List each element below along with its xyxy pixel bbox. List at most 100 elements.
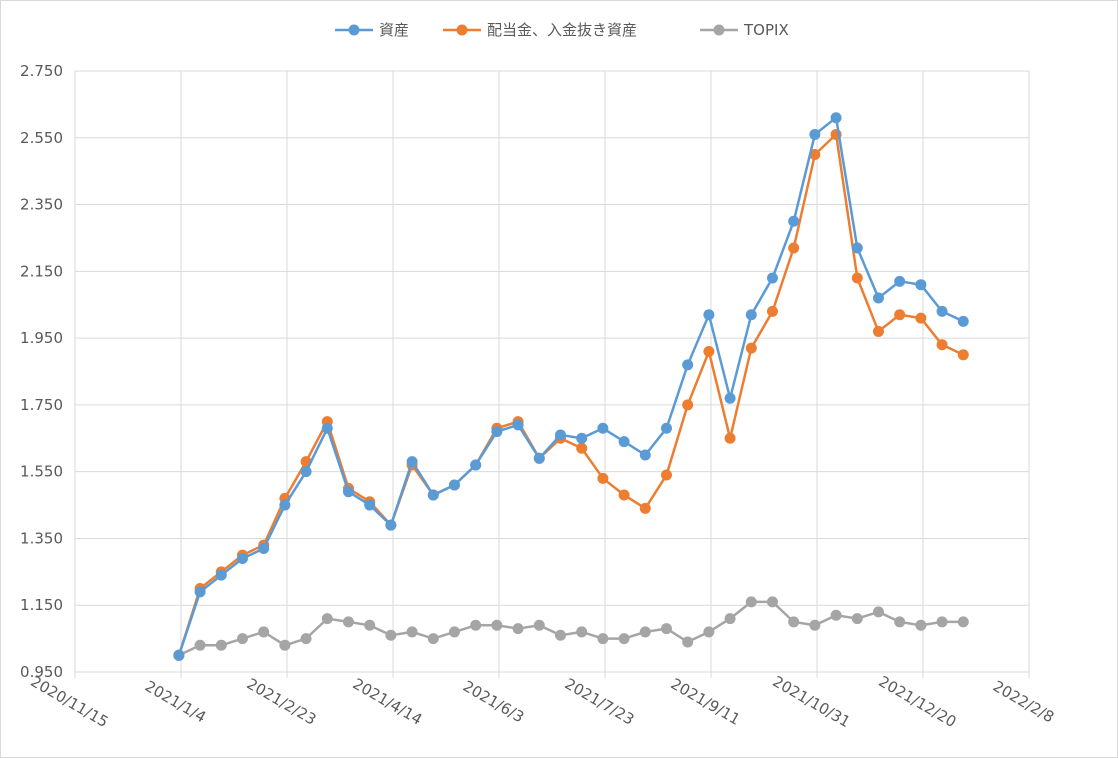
y-tick-label: 1.950 [20, 329, 63, 347]
data-point [512, 623, 524, 635]
y-tick-label: 2.350 [20, 196, 63, 214]
data-point [236, 633, 248, 645]
y-tick-label: 2.550 [20, 129, 63, 147]
data-point [724, 392, 736, 404]
data-point [936, 616, 948, 628]
data-point [766, 272, 778, 284]
y-tick-label: 1.350 [20, 529, 63, 547]
data-point [682, 399, 694, 411]
legend-label: TOPIX [743, 21, 789, 39]
data-point [915, 312, 927, 324]
legend-label: 資産 [379, 21, 409, 39]
data-point [236, 552, 248, 564]
data-point [809, 128, 821, 140]
data-point [639, 626, 651, 638]
data-point [364, 499, 376, 511]
legend-item: 配当金、入金抜き資産 [443, 21, 637, 39]
data-point [851, 613, 863, 625]
data-point [745, 342, 757, 354]
data-point [300, 633, 312, 645]
data-point [830, 609, 842, 621]
y-tick-label: 0.950 [20, 663, 63, 681]
data-point [576, 626, 588, 638]
series-lines [173, 112, 969, 661]
data-point [915, 279, 927, 291]
data-point [258, 626, 270, 638]
data-point [364, 619, 376, 631]
data-point [470, 459, 482, 471]
data-point [491, 426, 503, 438]
data-point [766, 596, 778, 608]
data-point [427, 489, 439, 501]
data-point [597, 633, 609, 645]
data-point [703, 626, 715, 638]
y-axis-tick-labels: 0.950 1.150 1.350 1.550 1.750 1.950 2.150 2.350… [20, 62, 63, 681]
data-point [872, 606, 884, 618]
data-point [957, 616, 969, 628]
series-0 [173, 112, 969, 661]
data-point [618, 489, 630, 501]
data-point [703, 345, 715, 357]
data-point [173, 649, 185, 661]
data-point [830, 112, 842, 124]
data-point [788, 242, 800, 254]
data-point [194, 586, 206, 598]
data-point [957, 315, 969, 327]
data-point [554, 429, 566, 441]
data-point [894, 309, 906, 321]
y-tick-label: 1.550 [20, 463, 63, 481]
data-point [597, 472, 609, 484]
data-point [279, 499, 291, 511]
data-point [279, 639, 291, 651]
legend-marker [348, 24, 360, 36]
data-point [766, 305, 778, 317]
data-point [660, 623, 672, 635]
data-point [215, 569, 227, 581]
data-point [385, 629, 397, 641]
data-point [788, 616, 800, 628]
legend-marker [713, 24, 725, 36]
y-tick-label: 2.150 [20, 262, 63, 280]
data-point [321, 613, 333, 625]
data-point [894, 275, 906, 287]
data-point [660, 469, 672, 481]
data-point [618, 633, 630, 645]
data-point [533, 619, 545, 631]
data-point [427, 633, 439, 645]
data-point [872, 325, 884, 337]
data-point [894, 616, 906, 628]
data-point [745, 596, 757, 608]
legend-item: TOPIX [700, 21, 789, 39]
data-point [342, 616, 354, 628]
data-point [342, 486, 354, 498]
gridlines [74, 70, 1030, 678]
data-point [639, 502, 651, 514]
data-point [872, 292, 884, 304]
data-point [385, 519, 397, 531]
data-point [576, 442, 588, 454]
data-point [406, 456, 418, 468]
data-point [639, 449, 651, 461]
data-point [724, 432, 736, 444]
series-2 [173, 596, 969, 661]
legend-label: 配当金、入金抜き資産 [487, 21, 637, 39]
data-point [321, 422, 333, 434]
data-point [194, 639, 206, 651]
data-point [512, 419, 524, 431]
data-point [936, 339, 948, 351]
data-point [745, 309, 757, 321]
data-point [851, 272, 863, 284]
data-point [682, 359, 694, 371]
data-point [597, 422, 609, 434]
data-point [788, 215, 800, 227]
data-point [576, 432, 588, 444]
legend-marker [456, 24, 468, 36]
data-point [915, 619, 927, 631]
data-point [406, 626, 418, 638]
y-tick-label: 1.750 [20, 396, 63, 414]
data-point [448, 626, 460, 638]
data-point [448, 479, 460, 491]
legend-item: 資産 [335, 21, 409, 39]
data-point [660, 422, 672, 434]
